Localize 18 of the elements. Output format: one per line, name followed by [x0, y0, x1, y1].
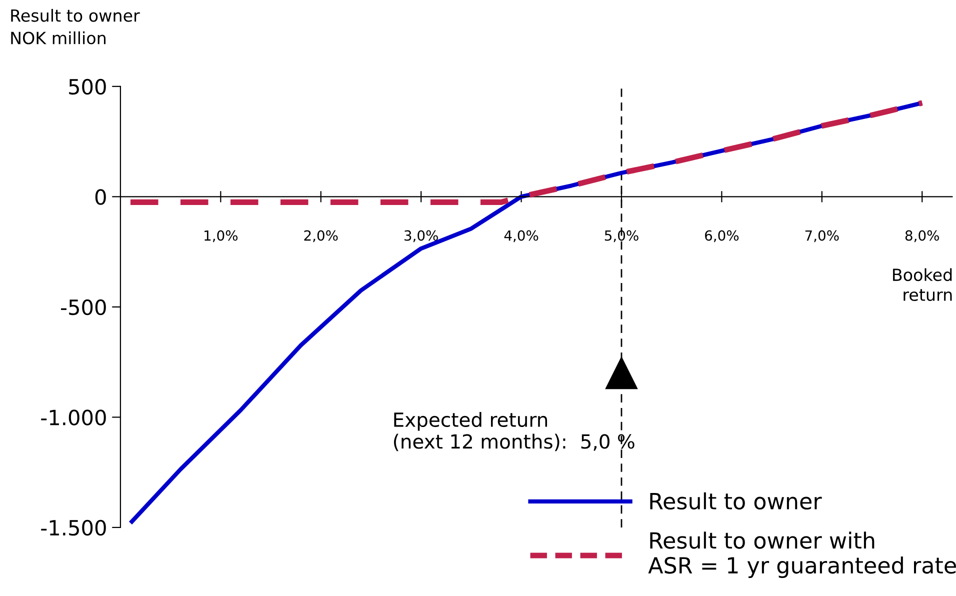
x-tick-label: 2,0%: [304, 230, 338, 242]
x-tick-label: 7,0%: [805, 230, 839, 242]
y-tick-label: -500: [61, 299, 106, 316]
y-tick-label: 500: [69, 78, 106, 95]
x-tick-label: 5,0%: [604, 230, 638, 242]
x-axis-title: Booked return: [893, 268, 952, 302]
y-tick-label: -1.500: [41, 520, 106, 536]
x-tick-label: 1,0%: [204, 230, 238, 242]
x-tick-label: 6,0%: [705, 230, 739, 242]
y-axis-title: Result to owner NOK million: [11, 8, 140, 44]
legend-label: Result to owner with ASR = 1 yr guaranteed rate: [648, 532, 956, 578]
annotation: Expected return (next 12 months): 5,0 %: [394, 412, 634, 452]
x-tick-label: 3,0%: [404, 230, 438, 242]
x-tick-label: 8,0%: [905, 230, 939, 242]
y-tick-label: 0: [95, 189, 106, 205]
x-tick-label: 4,0%: [504, 230, 538, 242]
legend-label: Result to owner: [650, 492, 822, 510]
y-tick-label: -1.000: [41, 410, 106, 426]
